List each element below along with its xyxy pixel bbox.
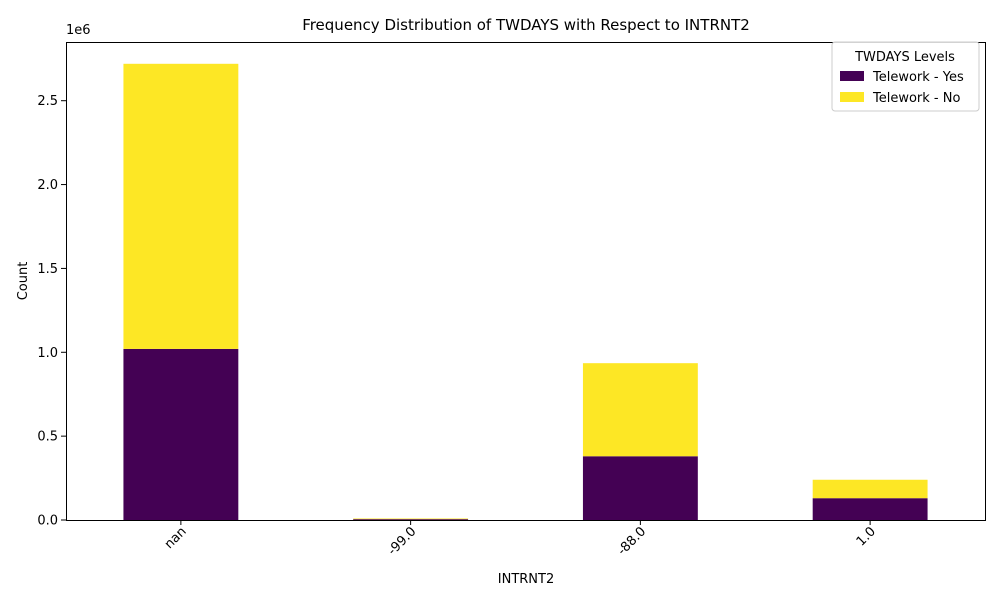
y-tick-label: 1.5 [37,262,58,277]
y-tick-label: 2.0 [37,178,58,193]
bar-telework-yes-3 [812,498,928,520]
legend-box [831,41,980,112]
y-axis-label: Count [16,262,31,301]
y-axis: 0.0 0.5 1.0 1.5 2.0 2.5 [37,94,66,529]
chart-title: Frequency Distribution of TWDAYS with Re… [302,16,750,34]
bar-telework-yes-2 [582,456,698,520]
bar-telework-no-0 [123,63,239,349]
plot-frame [66,42,986,521]
bars-layer [123,63,928,520]
legend: TWDAYS Levels Telework - Yes Telework - … [831,41,980,112]
y-tick-label: 2.5 [37,94,58,109]
y-tick-label: 0.0 [37,514,58,529]
bar-telework-yes-1 [353,519,469,520]
bar-telework-no-2 [582,363,698,457]
x-axis: nan -99.0 -88.0 1.0 [162,520,879,559]
x-tick-label: -88.0 [615,524,649,558]
legend-label-yes: Telework - Yes [872,70,964,85]
legend-swatch-yes [840,71,864,81]
x-tick-label: 1.0 [854,524,879,549]
x-axis-label: INTRNT2 [498,572,554,587]
bar-telework-no-1 [353,518,469,520]
y-offset-label: 1e6 [66,23,91,38]
x-tick-label: nan [162,524,190,552]
bar-telework-no-3 [812,479,928,499]
legend-label-no: Telework - No [872,91,960,106]
legend-swatch-no [840,92,864,102]
legend-title: TWDAYS Levels [854,50,955,65]
bar-telework-yes-0 [123,348,239,520]
y-tick-label: 0.5 [37,430,58,445]
y-tick-label: 1.0 [37,346,58,361]
x-tick-label: -99.0 [385,524,419,558]
